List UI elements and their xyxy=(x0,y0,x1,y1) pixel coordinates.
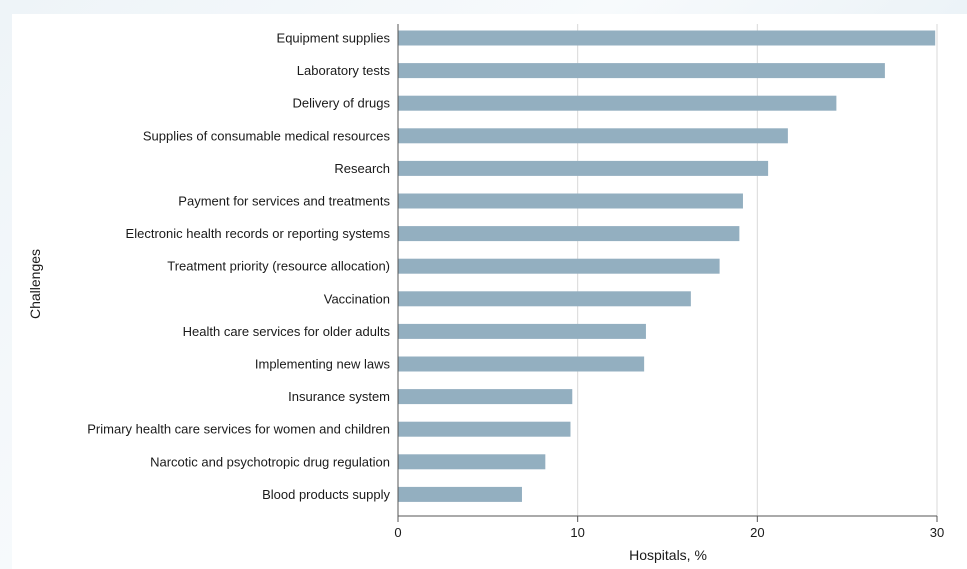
bar xyxy=(398,95,837,111)
bar xyxy=(398,160,769,176)
bar xyxy=(398,421,571,437)
bar xyxy=(398,226,740,242)
category-label: Payment for services and treatments xyxy=(178,194,390,209)
bars xyxy=(398,30,936,502)
category-label: Delivery of drugs xyxy=(292,96,390,111)
category-label: Insurance system xyxy=(288,389,390,404)
bar xyxy=(398,454,546,470)
category-label: Health care services for older adults xyxy=(183,324,391,339)
bar xyxy=(398,486,522,502)
x-axis: 0 10 20 30 xyxy=(394,24,944,540)
category-label: Electronic health records or reporting s… xyxy=(126,226,391,241)
category-label: Implementing new laws xyxy=(255,357,391,372)
category-label: Treatment priority (resource allocation) xyxy=(167,259,390,274)
bar xyxy=(398,30,936,46)
bar xyxy=(398,356,645,372)
bar xyxy=(398,193,743,209)
category-labels: Equipment supplies Laboratory tests Delive… xyxy=(87,31,390,502)
chart-card: Equipment supplies Laboratory tests Delive… xyxy=(12,14,967,569)
y-axis-title: Challenges xyxy=(27,249,43,319)
bar xyxy=(398,63,885,79)
x-tick-label: 0 xyxy=(394,525,401,540)
category-label: Equipment supplies xyxy=(277,31,391,46)
bar xyxy=(398,323,646,339)
category-label: Narcotic and psychotropic drug regulatio… xyxy=(150,454,390,469)
category-label: Laboratory tests xyxy=(297,63,391,78)
x-tick-label: 10 xyxy=(570,525,584,540)
bar xyxy=(398,291,691,307)
category-label: Primary health care services for women a… xyxy=(87,422,390,437)
bar xyxy=(398,389,573,405)
category-label: Blood products supply xyxy=(262,487,390,502)
bar xyxy=(398,258,720,274)
x-tick-label: 20 xyxy=(750,525,764,540)
x-axis-title: Hospitals, % xyxy=(629,547,707,563)
category-label: Supplies of consumable medical resources xyxy=(143,128,391,143)
category-label: Vaccination xyxy=(324,291,390,306)
category-label: Research xyxy=(334,161,390,176)
bar xyxy=(398,128,788,144)
x-tick-label: 30 xyxy=(930,525,944,540)
bar-chart: Equipment supplies Laboratory tests Delive… xyxy=(27,24,944,563)
